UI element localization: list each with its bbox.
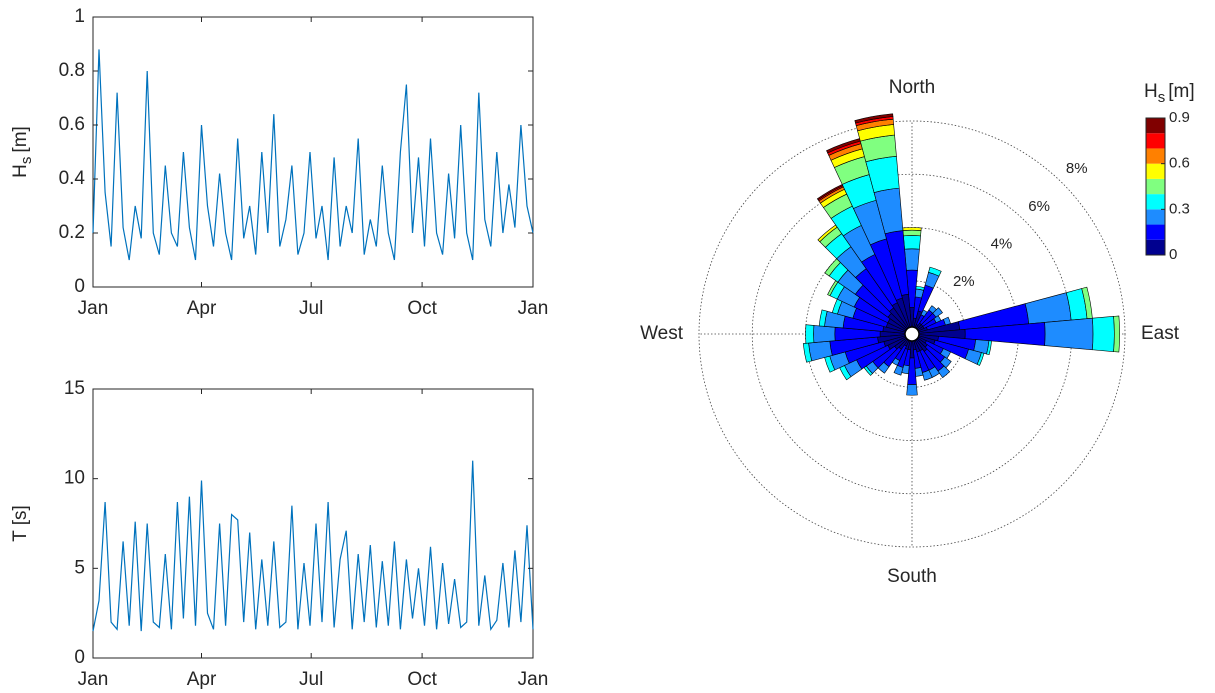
y-tick-label: 15 [64, 378, 85, 399]
compass-label: North [889, 77, 935, 98]
colorbar-frame [1145, 117, 1166, 256]
y-label-main: H [10, 164, 31, 178]
rose-segment [937, 365, 951, 379]
rose-segment [818, 309, 828, 327]
y-tick-label: 0.6 [59, 114, 85, 135]
colorbar-bin [1146, 239, 1165, 255]
y-axis-label: Hs [m] [10, 126, 35, 178]
rose-segment [903, 235, 921, 250]
colorbar-tick-label: 0.3 [1169, 200, 1190, 217]
x-tick-label: Jul [299, 669, 323, 690]
rose-segment [921, 369, 933, 381]
rose-segment [893, 364, 904, 376]
colorbar-bin [1146, 118, 1165, 134]
rose-segment [802, 342, 813, 363]
y-tick-label: 0.2 [59, 222, 85, 243]
rose-segment [902, 229, 922, 237]
y-tick-label: 0.4 [59, 168, 86, 189]
y-label-unit: [m] [10, 126, 31, 152]
colorbar-label-sub: s [1158, 89, 1166, 106]
y-tick-label: 0.8 [59, 60, 85, 81]
x-tick-label: Jan [78, 298, 109, 319]
axes-box [92, 16, 534, 288]
colorbar-label: Hs [m] [1144, 81, 1195, 106]
colorbar-tick-label: 0.9 [1169, 109, 1190, 126]
radial-tick-label: 8% [1066, 160, 1088, 177]
colorbar-bin [1146, 194, 1165, 210]
rose-segment [1092, 316, 1115, 352]
data-line [92, 49, 534, 261]
y-tick-label: 0 [74, 647, 85, 668]
rose-segment [928, 266, 942, 277]
rose-segment [1113, 315, 1120, 353]
x-tick-label: Apr [187, 298, 217, 319]
colorbar-bin [1146, 148, 1165, 164]
colorbar-tick-label: 0.6 [1169, 155, 1190, 172]
x-tick-label: Oct [407, 669, 437, 690]
y-label-sub: s [18, 157, 35, 165]
x-tick-label: Jan [518, 669, 549, 690]
compass-label: South [887, 566, 937, 587]
colorbar-tick-label: 0 [1169, 246, 1177, 263]
rose-segment [904, 248, 920, 271]
rose-segment [854, 113, 894, 124]
axes-box [92, 388, 534, 659]
center-hole [904, 326, 920, 342]
y-axis-label: T [s] [10, 505, 31, 542]
data-line [92, 460, 534, 632]
rose-segment [813, 325, 836, 343]
y-label-main: T [s] [10, 505, 31, 542]
colorbar-label-main: H [1144, 81, 1158, 102]
rose-segment [906, 384, 918, 396]
x-tick-label: Oct [407, 298, 437, 319]
radial-tick-label: 6% [1028, 198, 1050, 215]
x-tick-label: Jul [299, 298, 323, 319]
rose-segment [805, 324, 815, 344]
colorbar-bin [1146, 178, 1165, 195]
radial-tick-label: 2% [953, 273, 975, 290]
colorbar-label-unit: [m] [1168, 81, 1194, 102]
colorbar-bin [1146, 209, 1165, 225]
compass-label: West [640, 323, 684, 344]
colorbar-bin [1146, 224, 1165, 240]
rose-segment [902, 227, 922, 231]
x-tick-label: Jan [518, 298, 549, 319]
rose-segment [1024, 292, 1072, 325]
y-tick-label: 0 [74, 276, 85, 297]
rose-segment [1044, 317, 1094, 351]
colorbar-bin [1146, 163, 1165, 179]
y-tick-label: 10 [64, 468, 85, 489]
rose-segment [976, 352, 985, 366]
y-tick-label: 5 [74, 557, 85, 578]
radial-grid [698, 120, 1126, 548]
rose-segment [986, 340, 992, 356]
x-tick-label: Jan [78, 669, 109, 690]
x-tick-label: Apr [187, 669, 217, 690]
compass-label: East [1141, 323, 1180, 344]
rose-segment [932, 307, 943, 318]
y-tick-label: 1 [74, 6, 85, 27]
colorbar-bin [1146, 133, 1165, 149]
radial-tick-label: 4% [991, 236, 1013, 253]
